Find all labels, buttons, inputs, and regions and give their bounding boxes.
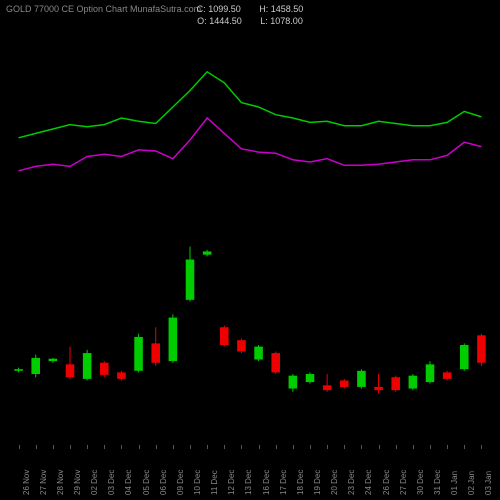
- x-tick-label: 13 Dec: [244, 470, 253, 495]
- x-tick-label: 28 Nov: [56, 470, 65, 495]
- x-tick-label: 27 Dec: [399, 470, 408, 495]
- x-tick-label: 27 Nov: [39, 470, 48, 495]
- x-tick-label: 06 Dec: [159, 470, 168, 495]
- close-label: C:: [197, 4, 206, 14]
- low-value: 1078.00: [270, 16, 303, 26]
- high-label: H:: [259, 4, 268, 14]
- x-tick-label: 19 Dec: [313, 470, 322, 495]
- x-tick-label: 05 Dec: [142, 470, 151, 495]
- x-tick-label: 20 Dec: [330, 470, 339, 495]
- x-tick-label: 03 Dec: [107, 470, 116, 495]
- x-tick-label: 18 Dec: [296, 470, 305, 495]
- x-tick-label: 11 Dec: [210, 470, 219, 495]
- x-tick-label: 02 Jan: [467, 471, 476, 495]
- chart-area: [10, 30, 490, 445]
- close-value: 1099.50: [208, 4, 241, 14]
- x-tick-label: 24 Dec: [364, 470, 373, 495]
- x-tick-label: 16 Dec: [262, 470, 271, 495]
- ohlc-display: C: 1099.50 H: 1458.50 O: 1444.50 L: 1078…: [189, 4, 312, 27]
- high-value: 1458.50: [271, 4, 304, 14]
- x-tick-label: 23 Dec: [347, 470, 356, 495]
- x-tick-label: 09 Dec: [176, 470, 185, 495]
- low-label: L:: [260, 16, 268, 26]
- chart-svg: [10, 30, 490, 445]
- x-axis: 26 Nov 27 Nov 28 Nov 29 Nov 02 Dec 03 Dec 04 D…: [10, 445, 490, 500]
- x-tick-label: 02 Dec: [90, 470, 99, 495]
- open-label: O:: [197, 16, 207, 26]
- x-tick-label: 04 Dec: [124, 470, 133, 495]
- x-tick-label: 30 Dec: [416, 470, 425, 495]
- x-tick-label: 31 Dec: [433, 470, 442, 495]
- open-value: 1444.50: [209, 16, 242, 26]
- x-tick-label: 26 Nov: [22, 470, 31, 495]
- x-tick-label: 01 Jan: [450, 471, 459, 495]
- x-tick-label: 10 Dec: [193, 470, 202, 495]
- x-tick-label: 29 Nov: [73, 470, 82, 495]
- x-tick-label: 03 Jan: [484, 471, 493, 495]
- x-tick-label: 12 Dec: [227, 470, 236, 495]
- x-tick-label: 17 Dec: [279, 470, 288, 495]
- x-tick-label: 26 Dec: [382, 470, 391, 495]
